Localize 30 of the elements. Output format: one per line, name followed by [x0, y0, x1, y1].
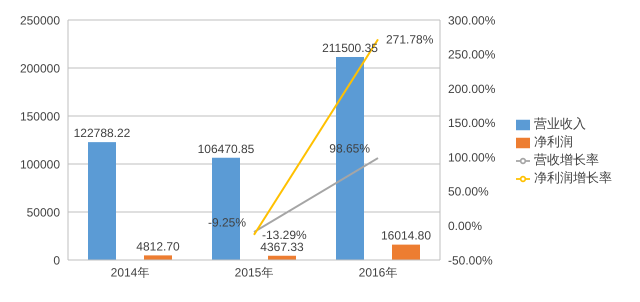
data-label: 16014.80 — [380, 228, 432, 243]
y2-tick-label: 300.00% — [448, 13, 496, 28]
data-label: -13.29% — [262, 228, 308, 242]
bar — [88, 142, 116, 260]
data-label: 122788.22 — [74, 126, 131, 140]
data-label: 271.78% — [386, 32, 434, 47]
x-tick-label: 2015年 — [234, 266, 274, 280]
y-tick-label: 200000 — [20, 61, 60, 76]
y2-tick-label: 0.00% — [448, 218, 482, 233]
y-tick-label: 0 — [53, 253, 60, 268]
y2-tick-label: 50.00% — [448, 184, 490, 199]
y-tick-label: 150000 — [20, 109, 60, 124]
bar — [392, 244, 420, 260]
x-tick-label: 2016年 — [358, 266, 398, 280]
y2-tick-label: 150.00% — [448, 116, 496, 130]
legend-label: 净利润增长率 — [534, 170, 612, 185]
legend-label: 营收增长率 — [534, 152, 599, 167]
legend-label: 净利润 — [534, 134, 573, 149]
y-tick-label: 250000 — [20, 13, 60, 28]
y-tick-label: 50000 — [26, 205, 60, 220]
data-label: 4812.70 — [136, 239, 180, 254]
data-label: 106470.85 — [198, 142, 255, 156]
x-tick-label: 2014年 — [110, 266, 150, 280]
y2-tick-label: 200.00% — [448, 82, 496, 96]
y2-tick-label: 250.00% — [448, 48, 496, 62]
y2-tick-label: 100.00% — [448, 150, 496, 164]
y-tick-label: 100000 — [20, 157, 60, 172]
legend-label: 营业收入 — [534, 116, 586, 131]
y2-tick-label: -50.00% — [448, 253, 494, 268]
data-label: 4367.33 — [260, 240, 304, 254]
